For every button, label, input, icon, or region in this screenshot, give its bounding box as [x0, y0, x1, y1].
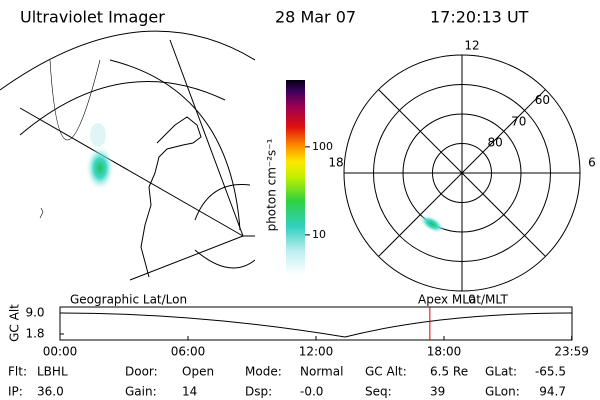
lat-arc	[194, 183, 251, 221]
lat-arc	[109, 59, 241, 231]
field-label: Dsp:	[245, 385, 272, 399]
field-value: 94.7	[539, 385, 566, 399]
field-label: GLon:	[485, 385, 520, 399]
field-label: Gain:	[125, 385, 157, 399]
grid-arc	[39, 59, 101, 219]
field-label: Seq:	[365, 385, 392, 399]
field-label: GLat:	[485, 365, 517, 379]
aurora	[419, 214, 445, 234]
aurora	[90, 123, 106, 147]
field-value: 39	[430, 385, 445, 399]
field-value: 14	[182, 385, 197, 399]
field-label: GC Alt:	[365, 365, 407, 379]
right-title: Apex MLat/MLT	[418, 293, 508, 307]
geographic-map	[0, 30, 255, 281]
lat-label: 60	[535, 93, 550, 107]
field-label: Mode:	[245, 365, 282, 379]
lat-label: 80	[488, 136, 503, 150]
left-title: Geographic Lat/Lon	[70, 293, 187, 307]
meridian	[19, 107, 244, 237]
field-label: Flt:	[8, 365, 27, 379]
coastline	[140, 116, 202, 278]
x-tick-label: 00:00	[43, 345, 78, 359]
altitude-curve	[59, 312, 573, 338]
field-value: LBHL	[37, 365, 68, 379]
field-value: 6.5 Re	[430, 365, 468, 379]
altitude-frame	[59, 306, 573, 341]
y-label: GC Alt	[8, 304, 22, 342]
field-value: -0.0	[300, 385, 323, 399]
mlt-label: 12	[464, 39, 479, 53]
x-tick-label: 18:00	[427, 345, 462, 359]
date: 28 Mar 07	[275, 8, 356, 27]
mlt-label: 0	[468, 293, 476, 307]
colorbar-tick-label: 10	[312, 228, 326, 241]
mlt-label: 18	[328, 156, 343, 170]
field-label: IP:	[8, 385, 23, 399]
title: Ultraviolet Imager	[20, 8, 165, 27]
x-tick-label: 06:00	[171, 345, 206, 359]
mlt-label: 6	[588, 156, 596, 170]
field-value: 36.0	[37, 385, 64, 399]
field-label: Door:	[125, 365, 158, 379]
lat-arc	[19, 80, 226, 136]
meridian	[129, 235, 244, 281]
lat-arc	[0, 30, 255, 91]
meridian	[169, 39, 244, 237]
x-tick-label: 23:59	[554, 345, 589, 359]
field-value: Open	[182, 365, 214, 379]
y-tick-label: 9.0	[25, 306, 44, 320]
field-value: Normal	[300, 365, 343, 379]
field-value: -65.5	[535, 365, 566, 379]
lat-arc	[194, 249, 255, 269]
lat-label: 70	[511, 114, 526, 128]
aurora	[86, 146, 114, 190]
colorbar	[286, 80, 305, 275]
colorbar-label: photon cm⁻²s⁻¹	[265, 138, 279, 231]
mlt-line	[378, 89, 546, 257]
time: 17:20:13 UT	[430, 8, 529, 27]
x-tick-label: 12:00	[299, 345, 334, 359]
colorbar-tick-label: 100	[312, 140, 333, 153]
y-tick-label: 1.8	[25, 327, 44, 341]
